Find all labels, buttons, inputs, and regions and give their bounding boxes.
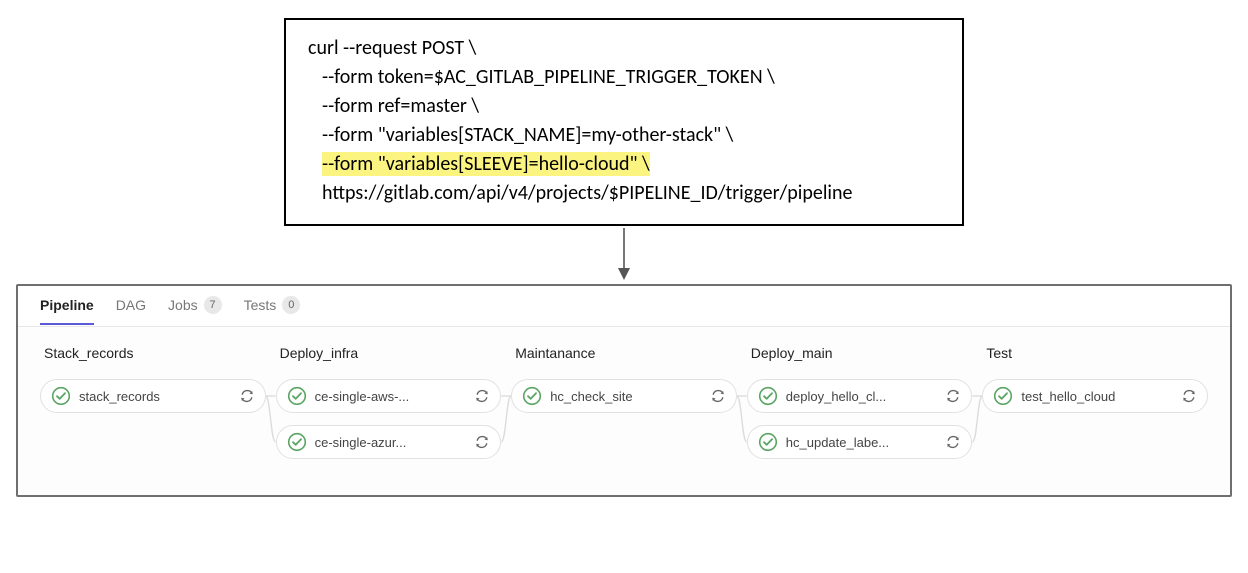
code-line: curl --request POST \ bbox=[308, 34, 940, 63]
pipeline-tabs: Pipeline DAG Jobs 7 Tests 0 bbox=[18, 286, 1230, 326]
tab-tests[interactable]: Tests 0 bbox=[244, 296, 301, 326]
pipeline-job[interactable]: stack_records bbox=[40, 379, 266, 413]
pipeline-job[interactable]: hc_update_labe... bbox=[747, 425, 973, 459]
stage-header: Deploy_infra bbox=[276, 345, 502, 361]
check-circle-icon bbox=[51, 386, 71, 406]
code-line: --form ref=master \ bbox=[308, 92, 940, 121]
stage-column: Maintanance hc_check_site bbox=[511, 345, 737, 471]
pipeline-job[interactable]: ce-single-azur... bbox=[276, 425, 502, 459]
tab-label: Tests bbox=[244, 297, 277, 313]
retry-icon[interactable] bbox=[1181, 388, 1197, 404]
check-circle-icon bbox=[287, 432, 307, 452]
tab-dag[interactable]: DAG bbox=[116, 297, 146, 325]
stage-column: Stack_records stack_records bbox=[40, 345, 266, 471]
code-line: --form token=$AC_GITLAB_PIPELINE_TRIGGER… bbox=[308, 63, 940, 92]
check-circle-icon bbox=[522, 386, 542, 406]
retry-icon[interactable] bbox=[239, 388, 255, 404]
stage-header: Test bbox=[982, 345, 1208, 361]
check-circle-icon bbox=[287, 386, 307, 406]
stage-header: Stack_records bbox=[40, 345, 266, 361]
tab-jobs[interactable]: Jobs 7 bbox=[168, 296, 222, 326]
curl-code-block: curl --request POST \--form token=$AC_GI… bbox=[284, 18, 964, 226]
pipeline-job[interactable]: hc_check_site bbox=[511, 379, 737, 413]
job-label: ce-single-aws-... bbox=[315, 389, 463, 404]
code-line: --form "variables[STACK_NAME]=my-other-s… bbox=[308, 121, 940, 150]
code-line: https://gitlab.com/api/v4/projects/$PIPE… bbox=[308, 179, 940, 208]
pipeline-stages: Stack_records stack_records Deploy_infrace… bbox=[40, 345, 1208, 471]
tab-count-badge: 0 bbox=[282, 296, 300, 314]
retry-icon[interactable] bbox=[945, 388, 961, 404]
check-circle-icon bbox=[993, 386, 1013, 406]
check-circle-icon bbox=[758, 386, 778, 406]
stage-header: Deploy_main bbox=[747, 345, 973, 361]
job-label: test_hello_cloud bbox=[1021, 389, 1169, 404]
tab-count-badge: 7 bbox=[204, 296, 222, 314]
retry-icon[interactable] bbox=[945, 434, 961, 450]
stage-column: Deploy_main deploy_hello_cl... hc_update_l… bbox=[747, 345, 973, 471]
pipeline-panel: Pipeline DAG Jobs 7 Tests 0 Stack_recordsstac… bbox=[16, 284, 1232, 497]
retry-icon[interactable] bbox=[710, 388, 726, 404]
tab-label: Jobs bbox=[168, 297, 198, 313]
arrow-down bbox=[284, 226, 964, 284]
pipeline-job[interactable]: ce-single-aws-... bbox=[276, 379, 502, 413]
stage-column: Deploy_infra ce-single-aws-... ce-single-a… bbox=[276, 345, 502, 471]
pipeline-stages-wrap: Stack_records stack_records Deploy_infrace… bbox=[18, 326, 1230, 495]
job-label: ce-single-azur... bbox=[315, 435, 463, 450]
stage-header: Maintanance bbox=[511, 345, 737, 361]
job-label: hc_update_labe... bbox=[786, 435, 934, 450]
tab-pipeline[interactable]: Pipeline bbox=[40, 297, 94, 325]
job-label: stack_records bbox=[79, 389, 227, 404]
arrow-down-icon bbox=[612, 226, 636, 284]
job-label: hc_check_site bbox=[550, 389, 698, 404]
tab-label: DAG bbox=[116, 297, 146, 313]
stage-column: Test test_hello_cloud bbox=[982, 345, 1208, 471]
job-label: deploy_hello_cl... bbox=[786, 389, 934, 404]
pipeline-job[interactable]: deploy_hello_cl... bbox=[747, 379, 973, 413]
tab-label: Pipeline bbox=[40, 297, 94, 313]
code-line: --form "variables[SLEEVE]=hello-cloud" \ bbox=[308, 150, 940, 179]
check-circle-icon bbox=[758, 432, 778, 452]
retry-icon[interactable] bbox=[474, 388, 490, 404]
pipeline-job[interactable]: test_hello_cloud bbox=[982, 379, 1208, 413]
retry-icon[interactable] bbox=[474, 434, 490, 450]
